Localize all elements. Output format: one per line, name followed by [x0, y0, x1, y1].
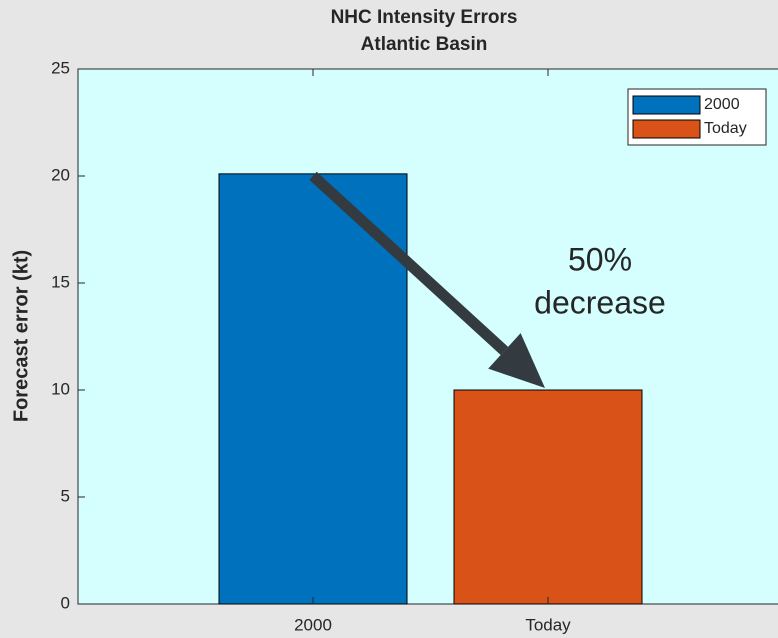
annotation: 50%: [568, 241, 632, 277]
legend-swatch: [632, 95, 701, 115]
arrow-head: [488, 333, 545, 388]
x-tick-label: Today: [525, 615, 571, 634]
legend-label: 2000: [704, 96, 740, 113]
plot-area: [77, 68, 778, 605]
y-axis-label: Forecast error (kt): [10, 250, 32, 422]
bar: [453, 389, 643, 605]
annotation: decrease: [534, 284, 666, 320]
bar: [218, 173, 408, 605]
chart-title: NHC Intensity Errors: [331, 7, 518, 28]
legend-swatch: [632, 119, 701, 139]
y-tick-label: 0: [61, 593, 70, 612]
arrow-shaft: [309, 171, 509, 355]
legend-label: Today: [704, 120, 747, 137]
y-tick-label: 10: [51, 379, 70, 398]
x-tick-label: 2000: [294, 615, 332, 634]
y-tick-label: 20: [51, 165, 70, 184]
y-tick-label: 5: [61, 486, 70, 505]
y-tick-label: 15: [51, 272, 70, 291]
y-tick-label: 25: [51, 58, 70, 77]
chart-subtitle: Atlantic Basin: [361, 34, 488, 55]
